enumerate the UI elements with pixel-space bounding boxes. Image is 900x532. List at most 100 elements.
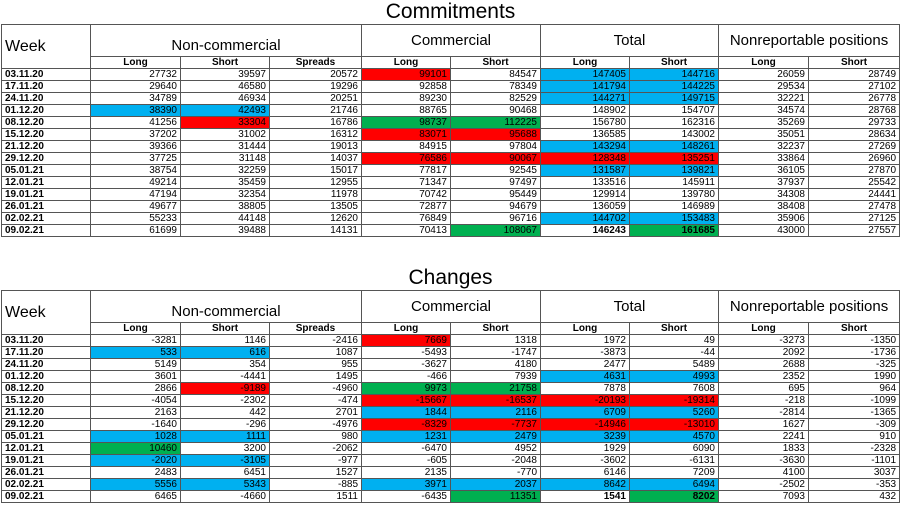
table-cell: 34574 [718,104,809,117]
table-cell: -1365 [807,406,900,419]
table-cell: 26059 [718,68,809,81]
table-cell: -3105 [180,454,270,467]
table-cell: 39366 [90,140,181,153]
table-cell: 1833 [718,442,809,455]
table-cell: -1101 [807,454,900,467]
table-cell: 46580 [180,80,270,93]
table-cell: 95688 [450,128,541,141]
table-cell: 149715 [629,92,719,105]
table-cell: -3602 [540,454,630,467]
table-cell: -605 [361,454,451,467]
table-cell: -2502 [718,478,809,491]
table-cell: 49 [629,334,719,347]
week-date: 08.12.20 [1,116,91,129]
changes-table: Changes Week Non-commercial Commercial T… [1,266,900,503]
table-row: 15.12.20 -4054 -2302 -474 -15667 -16537 -20193… [1,394,900,407]
table-cell: 38408 [718,200,809,213]
table-cell: -5493 [361,346,451,359]
table-cell: 20251 [269,92,362,105]
week-date: 12.01.21 [1,176,91,189]
table-cell: -6470 [361,442,451,455]
week-date: 26.01.21 [1,200,91,213]
non-commercial-header: Non-commercial [90,24,362,57]
table-row: 15.12.20 37202 31002 16312 83071 95688 136585 1… [1,128,900,141]
table-cell: 24441 [807,188,900,201]
table-cell: 37725 [90,152,181,165]
table-cell: 38805 [180,200,270,213]
table-cell: 20572 [269,68,362,81]
table-row: 17.11.20 533 616 1087 -5493 -1747 -3873 -44 2092… [1,346,900,359]
table-row: 19.01.21 -2020 -3105 -977 -605 -2048 -3602 -613… [1,454,900,467]
table-cell: 144716 [629,68,719,81]
week-date: 09.02.21 [1,490,91,503]
table-cell: 82529 [450,92,541,105]
sub-header: Short [629,56,719,69]
table-cell: 8642 [540,478,630,491]
table-cell: -1640 [90,418,181,431]
table-cell: 133516 [540,176,630,189]
table-cell: 84915 [361,140,451,153]
table-cell: 2116 [450,406,541,419]
table-cell: 2163 [90,406,181,419]
table-cell: 95449 [450,188,541,201]
week-date: 05.01.21 [1,430,91,443]
table-cell: 2092 [718,346,809,359]
table-cell: 1511 [269,490,362,503]
table-cell: 533 [90,346,181,359]
non-commercial-header: Non-commercial [90,290,362,323]
sub-header: Spreads [269,56,362,69]
table-cell: 46934 [180,92,270,105]
sub-header: Long [540,322,630,335]
table-cell: 153483 [629,212,719,225]
table-cell: -1350 [807,334,900,347]
table-row: 24.11.20 34789 46934 20251 89230 82529 144271 1… [1,92,900,105]
table-cell: -2020 [90,454,181,467]
sub-header: Short [450,322,541,335]
table-row: 05.01.21 1028 1111 980 1231 2479 3239 4570 2241 9… [1,430,900,443]
table-cell: 27125 [807,212,900,225]
table-cell: 70742 [361,188,451,201]
week-header: Week [1,290,91,335]
table-cell: 964 [807,382,900,395]
table-cell: 35906 [718,212,809,225]
table-cell: 7209 [629,466,719,479]
table-cell: -4960 [269,382,362,395]
table-cell: -6435 [361,490,451,503]
table-cell: 354 [180,358,270,371]
table-row: 29.12.20 37725 31148 14037 76586 90067 128348 1… [1,152,900,165]
table-cell: 29640 [90,80,181,93]
commercial-header: Commercial [361,290,541,323]
table-cell: 6146 [540,466,630,479]
table-cell: -2062 [269,442,362,455]
table-cell: 2701 [269,406,362,419]
table-cell: 980 [269,430,362,443]
week-date: 29.12.20 [1,418,91,431]
table-cell: 11978 [269,188,362,201]
table-cell: 72877 [361,200,451,213]
table-cell: 13505 [269,200,362,213]
table-cell: 84547 [450,68,541,81]
table-cell: 27732 [90,68,181,81]
table-cell: 6494 [629,478,719,491]
table-cell: -20193 [540,394,630,407]
table-cell: 5343 [180,478,270,491]
table-row: 01.12.20 38390 42493 21746 88765 90468 148902 1… [1,104,900,117]
table-cell: 83071 [361,128,451,141]
table-cell: 695 [718,382,809,395]
table-cell: -4976 [269,418,362,431]
table-cell: 2477 [540,358,630,371]
table-cell: 6709 [540,406,630,419]
week-date: 24.11.20 [1,92,91,105]
table-row: 09.02.21 61699 39488 14131 70413 108067 146243… [1,224,900,237]
table-cell: 3200 [180,442,270,455]
table-cell: 32354 [180,188,270,201]
table-cell: -296 [180,418,270,431]
week-header: Week [1,24,91,69]
table-cell: 55233 [90,212,181,225]
table-cell: 31444 [180,140,270,153]
table-row: 02.02.21 55233 44148 12620 76849 96716 144702 1… [1,212,900,225]
table-cell: 3601 [90,370,181,383]
table-cell: -309 [807,418,900,431]
table-cell: 49677 [90,200,181,213]
table-cell: 145911 [629,176,719,189]
